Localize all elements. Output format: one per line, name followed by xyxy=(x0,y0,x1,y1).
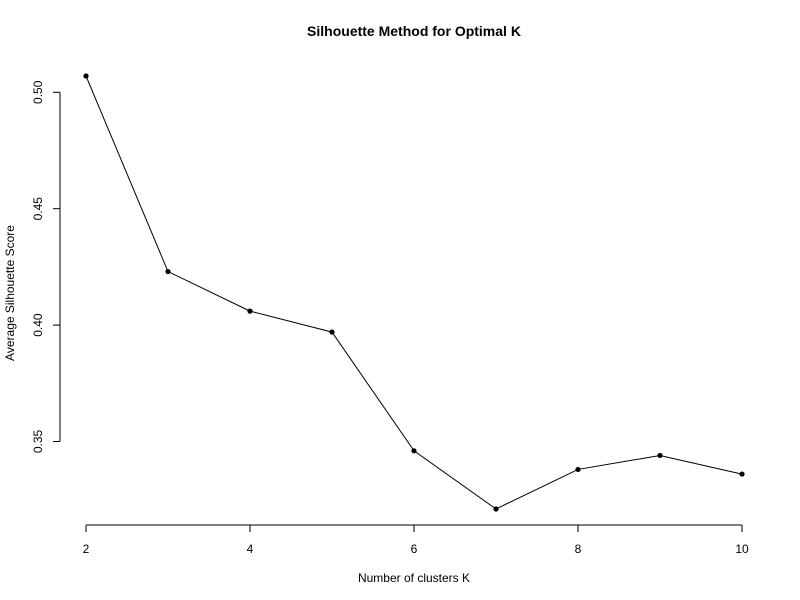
y-axis-label: Average Silhouette Score xyxy=(3,225,17,361)
y-tick-label: 0.50 xyxy=(31,80,45,104)
x-tick-label: 2 xyxy=(83,542,90,556)
data-point xyxy=(247,308,253,314)
x-tick-label: 8 xyxy=(575,542,582,556)
y-tick-label: 0.45 xyxy=(31,197,45,221)
x-axis-label: Number of clusters K xyxy=(358,571,470,585)
x-tick-label: 10 xyxy=(735,542,749,556)
x-tick-label: 6 xyxy=(411,542,418,556)
x-tick-label: 4 xyxy=(247,542,254,556)
y-tick-label: 0.35 xyxy=(31,429,45,453)
data-point xyxy=(657,452,663,459)
data-point xyxy=(83,73,89,79)
data-point xyxy=(575,466,581,473)
data-point xyxy=(329,329,335,335)
data-point xyxy=(739,471,745,477)
y-tick-label: 0.40 xyxy=(31,313,45,337)
series-line xyxy=(85,75,743,510)
data-point xyxy=(493,506,499,512)
chart-title: Silhouette Method for Optimal K xyxy=(307,23,521,39)
y-axis: 0.35 0.40 0.45 0.50 xyxy=(31,80,61,453)
data-point xyxy=(411,448,417,454)
data-point xyxy=(165,268,171,275)
x-axis: 2 4 6 8 10 xyxy=(83,524,749,556)
series-group xyxy=(83,73,745,512)
